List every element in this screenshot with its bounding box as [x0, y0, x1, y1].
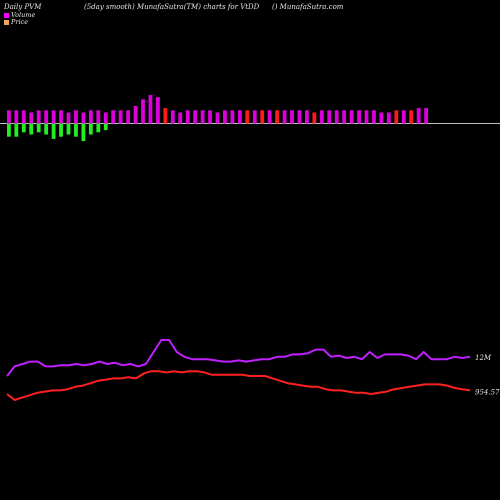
volume-bar-up: [44, 110, 49, 124]
legend-price: Price: [4, 18, 28, 26]
volume-bar-up: [36, 110, 41, 124]
volume-bar-up: [297, 110, 302, 124]
volume-bar-down: [74, 123, 78, 137]
volume-bar-up: [230, 110, 235, 124]
volume-bar-down: [51, 123, 56, 139]
volume-bar-up: [319, 110, 324, 124]
volume-line: [6, 339, 471, 377]
volume-bar-up: [178, 112, 183, 124]
volume-bar-up: [66, 112, 71, 124]
volume-bar-up: [170, 110, 175, 124]
volume-bar-up: [379, 112, 384, 124]
volume-bar-up: [401, 110, 406, 124]
volume-last-label: 12M: [475, 354, 492, 362]
volume-bar-up: [334, 110, 339, 124]
volume-bar-down: [21, 123, 26, 133]
volume-bar-up: [141, 99, 145, 124]
volume-bar-down: [103, 123, 108, 131]
volume-bar-up: [14, 110, 19, 124]
volume-bar-up: [7, 110, 11, 124]
price-last-label: 954.57: [475, 388, 500, 396]
volume-bar-down: [36, 123, 41, 133]
volume-bar-up: [118, 110, 123, 124]
volume-bar-up: [327, 110, 332, 124]
volume-bar-up: [267, 110, 272, 124]
volume-bar-down: [88, 123, 93, 135]
volume-bar-up: [81, 112, 86, 124]
volume-bar-down: [81, 123, 86, 142]
volume-bar-up: [275, 110, 279, 124]
volume-bar-up: [88, 110, 93, 124]
volume-bar-up: [424, 108, 428, 124]
volume-bar-up: [126, 110, 130, 124]
chart-header-center: (5day smooth) MunafaSutra(TM) charts for…: [84, 3, 260, 11]
volume-bar-up: [364, 110, 369, 124]
volume-bar-up: [21, 110, 26, 124]
volume-bar-up: [305, 110, 309, 124]
volume-bar-up: [237, 110, 242, 124]
volume-bar-up: [59, 110, 63, 124]
volume-bar-up: [386, 112, 391, 124]
volume-bar-up: [282, 110, 287, 124]
volume-bar-up: [193, 110, 198, 124]
volume-bar-up: [74, 110, 78, 124]
volume-bar-up: [103, 112, 108, 124]
price-line: [6, 370, 471, 401]
volume-bar-up: [372, 110, 376, 124]
chart-header-right: () MunafaSutra.com: [272, 3, 344, 11]
volume-bar-up: [156, 97, 160, 124]
volume-bar-up: [185, 110, 190, 124]
volume-bar-up: [96, 110, 101, 124]
volume-bar-up: [51, 110, 56, 124]
chart-header-left: Daily PVM: [4, 3, 42, 11]
volume-bar-up: [342, 110, 347, 124]
volume-bar-down: [44, 123, 49, 135]
volume-bar-down: [66, 123, 71, 135]
legend-price-label: Price: [11, 18, 29, 26]
volume-bar-up: [111, 110, 116, 124]
volume-bar-up: [163, 108, 168, 124]
legend-volume: Volume: [4, 11, 35, 19]
volume-bar-up: [29, 112, 34, 124]
legend-volume-label: Volume: [11, 11, 36, 19]
volume-bar-up: [349, 110, 354, 124]
volume-bar-up: [208, 110, 212, 124]
volume-bar-up: [252, 110, 257, 124]
volume-bar-up: [148, 94, 153, 124]
volume-bar-up: [260, 110, 265, 124]
volume-swatch: [4, 12, 9, 18]
volume-bar-up: [245, 110, 250, 124]
price-swatch: [4, 19, 9, 25]
volume-bar-up: [200, 110, 205, 124]
volume-bar-up: [409, 110, 414, 124]
volume-bar-down: [29, 123, 34, 135]
volume-bar-up: [416, 108, 421, 124]
volume-bar-down: [59, 123, 63, 137]
volume-bar-up: [133, 105, 138, 124]
volume-bar-up: [312, 112, 317, 124]
volume-bar-down: [96, 123, 101, 133]
volume-bar-up: [394, 110, 399, 124]
volume-bar-up: [357, 110, 361, 124]
volume-bar-down: [14, 123, 19, 137]
volume-bar-up: [223, 110, 227, 124]
volume-bar-down: [7, 123, 11, 137]
volume-bar-up: [215, 112, 220, 124]
volume-bar-up: [290, 110, 294, 124]
